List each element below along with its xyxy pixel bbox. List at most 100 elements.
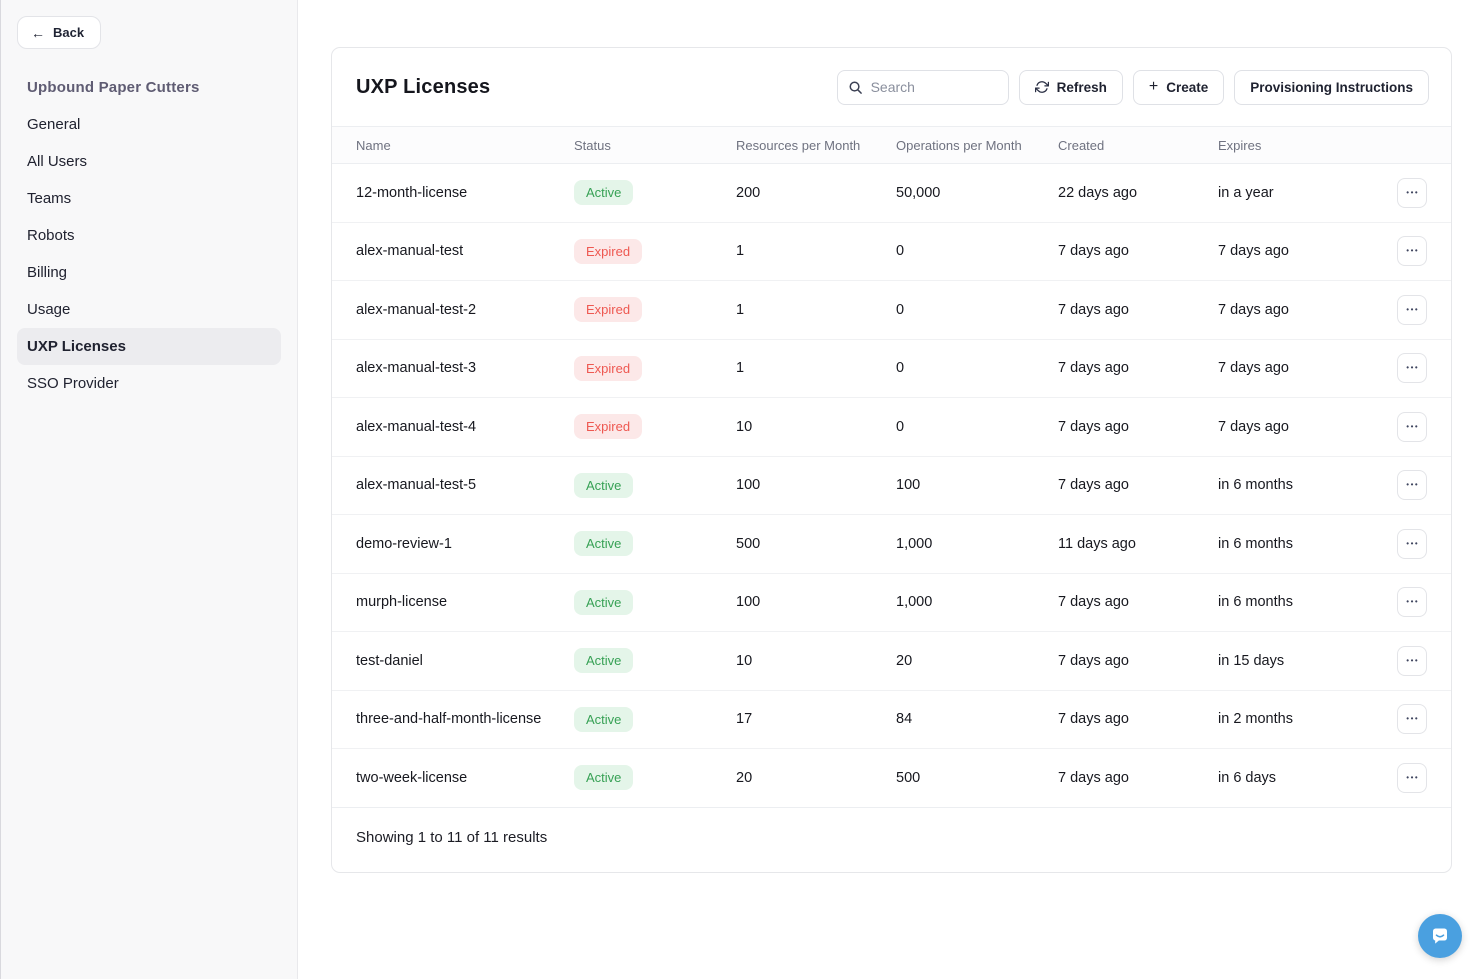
results-summary: Showing 1 to 11 of 11 results	[356, 828, 548, 846]
create-button[interactable]: + Create	[1132, 69, 1225, 105]
refresh-button[interactable]: Refresh	[1018, 69, 1123, 105]
resources-per-month-value: 1	[736, 301, 745, 318]
refresh-button-label: Refresh	[1056, 79, 1107, 95]
row-actions-button[interactable]: •••	[1397, 411, 1427, 442]
sidebar-item[interactable]: Robots	[17, 217, 281, 254]
created-relative-time: 7 days ago	[1058, 652, 1129, 669]
operations-per-month-value: 1,000	[896, 535, 933, 552]
created-relative-time: 7 days ago	[1058, 477, 1129, 494]
expires-relative-time: 7 days ago	[1218, 301, 1289, 318]
license-name: alex-manual-test	[356, 243, 464, 260]
row-actions-button[interactable]: •••	[1397, 528, 1427, 559]
row-actions-button[interactable]: •••	[1397, 470, 1427, 501]
operations-per-month-value: 0	[896, 360, 905, 377]
expires-relative-time: 7 days ago	[1218, 243, 1289, 260]
row-actions-button[interactable]: •••	[1397, 236, 1427, 267]
row-actions-button[interactable]: •••	[1397, 645, 1427, 676]
ellipsis-icon: •••	[1406, 655, 1420, 665]
operations-per-month-value: 0	[896, 418, 905, 435]
sidebar-item[interactable]: General	[17, 106, 281, 143]
sidebar-item-label: Billing	[27, 264, 68, 281]
license-name: alex-manual-test-5	[356, 477, 477, 494]
provisioning-instructions-button[interactable]: Provisioning Instructions	[1234, 69, 1429, 105]
chat-launcher-button[interactable]	[1418, 914, 1462, 958]
page-title: UXP Licenses	[356, 75, 491, 98]
sidebar-item-label: All Users	[27, 153, 88, 170]
status-badge: Active	[574, 648, 634, 674]
operations-per-month-value: 500	[896, 769, 921, 786]
created-relative-time: 7 days ago	[1058, 243, 1129, 260]
expires-relative-time: in a year	[1218, 184, 1274, 201]
resources-per-month-value: 200	[736, 184, 761, 201]
row-actions-button[interactable]: •••	[1397, 762, 1427, 793]
back-button-label: Back	[53, 25, 85, 40]
chat-bubble-icon	[1433, 928, 1447, 944]
expires-relative-time: in 6 months	[1218, 535, 1293, 552]
sidebar-nav: General All Users Teams Robots Billing U…	[17, 106, 281, 402]
row-actions-button[interactable]: •••	[1397, 704, 1427, 735]
operations-per-month-value: 0	[896, 301, 905, 318]
uxp-licenses-card: UXP Licenses	[331, 47, 1452, 873]
license-name: alex-manual-test-4	[356, 418, 477, 435]
sidebar-item-label: Teams	[27, 190, 72, 207]
plus-icon: +	[1148, 77, 1159, 95]
search-input[interactable]	[870, 79, 998, 95]
sidebar-item[interactable]: UXP Licenses	[17, 328, 281, 365]
sidebar-item[interactable]: Teams	[17, 180, 281, 217]
row-actions-button[interactable]: •••	[1397, 587, 1427, 618]
back-button[interactable]: ← Back	[17, 16, 102, 49]
resources-per-month-value: 1	[736, 360, 745, 377]
row-actions-button[interactable]: •••	[1397, 177, 1427, 208]
status-badge: Expired	[574, 238, 643, 264]
operations-per-month-value: 84	[896, 711, 913, 728]
created-relative-time: 7 days ago	[1058, 301, 1129, 318]
sidebar-item-label: UXP Licenses	[27, 338, 126, 355]
created-relative-time: 7 days ago	[1058, 711, 1129, 728]
table-row: alex-manual-test-2 Expired 1 0 7 days ag…	[332, 281, 1451, 340]
created-relative-time: 11 days ago	[1058, 535, 1136, 552]
license-name: murph-license	[356, 594, 448, 611]
sidebar-item[interactable]: Billing	[17, 254, 281, 291]
expires-relative-time: in 6 months	[1218, 477, 1293, 494]
search-icon	[849, 81, 862, 94]
operations-per-month-value: 20	[896, 652, 913, 669]
ellipsis-icon: •••	[1406, 363, 1420, 373]
table-row: two-week-license Active 20 500 7 days ag…	[332, 749, 1451, 808]
ellipsis-icon: •••	[1406, 187, 1420, 197]
status-badge: Active	[574, 706, 634, 732]
license-name: three-and-half-month-license	[356, 711, 542, 728]
resources-per-month-value: 10	[736, 652, 753, 669]
created-relative-time: 7 days ago	[1058, 769, 1129, 786]
sidebar-item[interactable]: All Users	[17, 143, 281, 180]
column-header-expires: Expires	[1218, 137, 1262, 153]
ellipsis-icon: •••	[1406, 597, 1420, 607]
created-relative-time: 7 days ago	[1058, 594, 1129, 611]
sidebar-item[interactable]: Usage	[17, 291, 281, 328]
license-name: two-week-license	[356, 769, 468, 786]
sidebar-item-label: SSO Provider	[27, 375, 119, 392]
operations-per-month-value: 100	[896, 477, 921, 494]
table-row: 12-month-license Active 200 50,000 22 da…	[332, 164, 1451, 223]
search-box	[836, 69, 1009, 105]
resources-per-month-value: 17	[736, 711, 753, 728]
table-row: alex-manual-test-5 Active 100 100 7 days…	[332, 457, 1451, 515]
ellipsis-icon: •••	[1406, 304, 1420, 314]
table-row: alex-manual-test Expired 1 0 7 days ago …	[332, 223, 1451, 281]
license-name: 12-month-license	[356, 184, 468, 201]
table-row: demo-review-1 Active 500 1,000 11 days a…	[332, 515, 1451, 574]
sidebar-item[interactable]: SSO Provider	[17, 365, 281, 402]
row-actions-button[interactable]: •••	[1397, 353, 1427, 384]
provisioning-instructions-label: Provisioning Instructions	[1250, 79, 1413, 95]
ellipsis-icon: •••	[1406, 421, 1420, 431]
resources-per-month-value: 100	[736, 594, 761, 611]
license-name: alex-manual-test-2	[356, 301, 477, 318]
row-actions-button[interactable]: •••	[1397, 294, 1427, 325]
created-relative-time: 7 days ago	[1058, 360, 1129, 377]
status-badge: Expired	[574, 355, 643, 381]
refresh-icon	[1034, 81, 1049, 93]
sidebar: ← Back Upbound Paper Cutters General All…	[0, 0, 298, 979]
resources-per-month-value: 10	[736, 418, 753, 435]
table-row: alex-manual-test-3 Expired 1 0 7 days ag…	[332, 340, 1451, 398]
table-row: test-daniel Active 10 20 7 days ago in 1…	[332, 632, 1451, 691]
